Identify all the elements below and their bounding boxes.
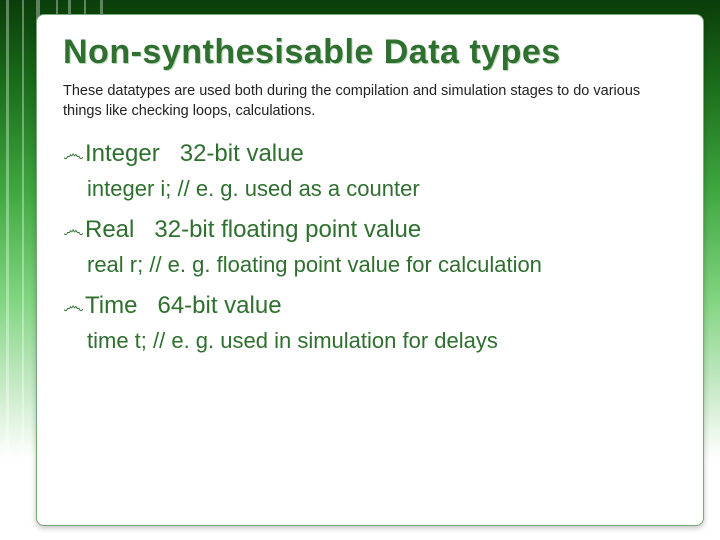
intro-paragraph: These datatypes are used both during the… (63, 82, 681, 121)
decorative-stripe (6, 0, 9, 540)
example-code: integer i; // e. g. used as a counter (87, 172, 681, 205)
datatype-desc: 32-bit floating point value (154, 216, 421, 243)
datatype-term: Integer (85, 140, 160, 167)
bullet-icon: ෴ (63, 138, 85, 170)
bullet-icon: ෴ (63, 214, 85, 246)
example-code: time t; // e. g. used in simulation for … (87, 324, 681, 357)
list-item: ෴Time 64-bit value time t; // e. g. used… (63, 289, 681, 357)
bullet-icon: ෴ (63, 290, 85, 322)
slide-background: Non-synthesisable Data types These datat… (0, 0, 720, 540)
datatype-desc: 64-bit value (157, 292, 281, 319)
datatype-term: Real (85, 216, 134, 243)
item-heading: ෴Integer 32-bit value (63, 137, 681, 172)
list-item: ෴Integer 32-bit value integer i; // e. g… (63, 137, 681, 205)
content-card: Non-synthesisable Data types These datat… (36, 14, 704, 526)
datatype-desc: 32-bit value (180, 140, 304, 167)
datatype-term: Time (85, 292, 137, 319)
item-heading: ෴Real 32-bit floating point value (63, 213, 681, 248)
example-code: real r; // e. g. floating point value fo… (87, 248, 681, 281)
slide-title: Non-synthesisable Data types (63, 33, 681, 72)
list-item: ෴Real 32-bit floating point value real r… (63, 213, 681, 281)
decorative-stripe (22, 0, 24, 540)
item-heading: ෴Time 64-bit value (63, 289, 681, 324)
